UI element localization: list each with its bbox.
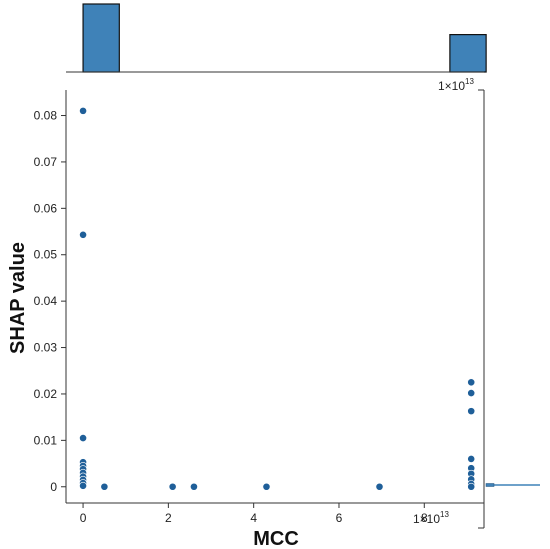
scatter-point: [79, 230, 87, 239]
scatter-point: [79, 434, 87, 442]
scatter-point: [467, 482, 476, 491]
y-marginal-histogram-bar: [485, 483, 495, 487]
scatter-point: [168, 482, 177, 491]
x-tick-label: 8: [421, 511, 428, 525]
scatter-point: [262, 482, 271, 491]
y-tick-label: 0.07: [34, 155, 58, 169]
y-tick-label: 0.02: [34, 387, 58, 401]
histogram-bar: [449, 33, 487, 73]
y-tick-label: 0.05: [34, 248, 58, 262]
y-ticks: 0 0.01 0.02 0.03 0.04 0.05 0.06 0.07 0.08: [34, 109, 66, 494]
y-marginal-axis: [478, 89, 540, 529]
top-hist-multiplier: 1×1013: [438, 77, 474, 93]
x-tick-label: 2: [165, 511, 172, 525]
x-marginal-histogram: [82, 3, 487, 73]
x-tick-label: 0: [80, 511, 87, 525]
x-axis-title: MCC: [253, 528, 299, 549]
scatter-point: [100, 482, 109, 491]
scatter-point: [467, 455, 476, 463]
y-tick-label: 0.06: [34, 201, 58, 215]
y-tick-label: 0.04: [34, 294, 58, 308]
scatter-point: [467, 407, 476, 416]
histogram-bar: [82, 3, 120, 73]
scatter-point: [467, 378, 476, 387]
scatter-point: [79, 106, 87, 115]
y-tick-label: 0.08: [34, 109, 58, 123]
scatter-point: [375, 482, 384, 491]
y-tick-label: 0: [50, 480, 57, 494]
x-tick-label: 4: [250, 511, 257, 525]
scatter-point: [467, 389, 476, 397]
plot-area: 0 0.01 0.02 0.03 0.04 0.05 0.06 0.07 0.08 0 2 4 6 8: [34, 90, 484, 525]
x-ticks: 0 2 4 6 8: [80, 503, 428, 525]
y-tick-label: 0.03: [34, 341, 58, 355]
x-axis-multiplier: 1×1013: [413, 510, 449, 526]
x-tick-label: 6: [336, 511, 343, 525]
scatter-point: [79, 481, 87, 490]
y-tick-label: 0.01: [34, 433, 58, 447]
scatter-points: [79, 106, 476, 491]
y-axis-title: SHAP value: [7, 242, 29, 354]
scatter-point: [190, 482, 198, 491]
